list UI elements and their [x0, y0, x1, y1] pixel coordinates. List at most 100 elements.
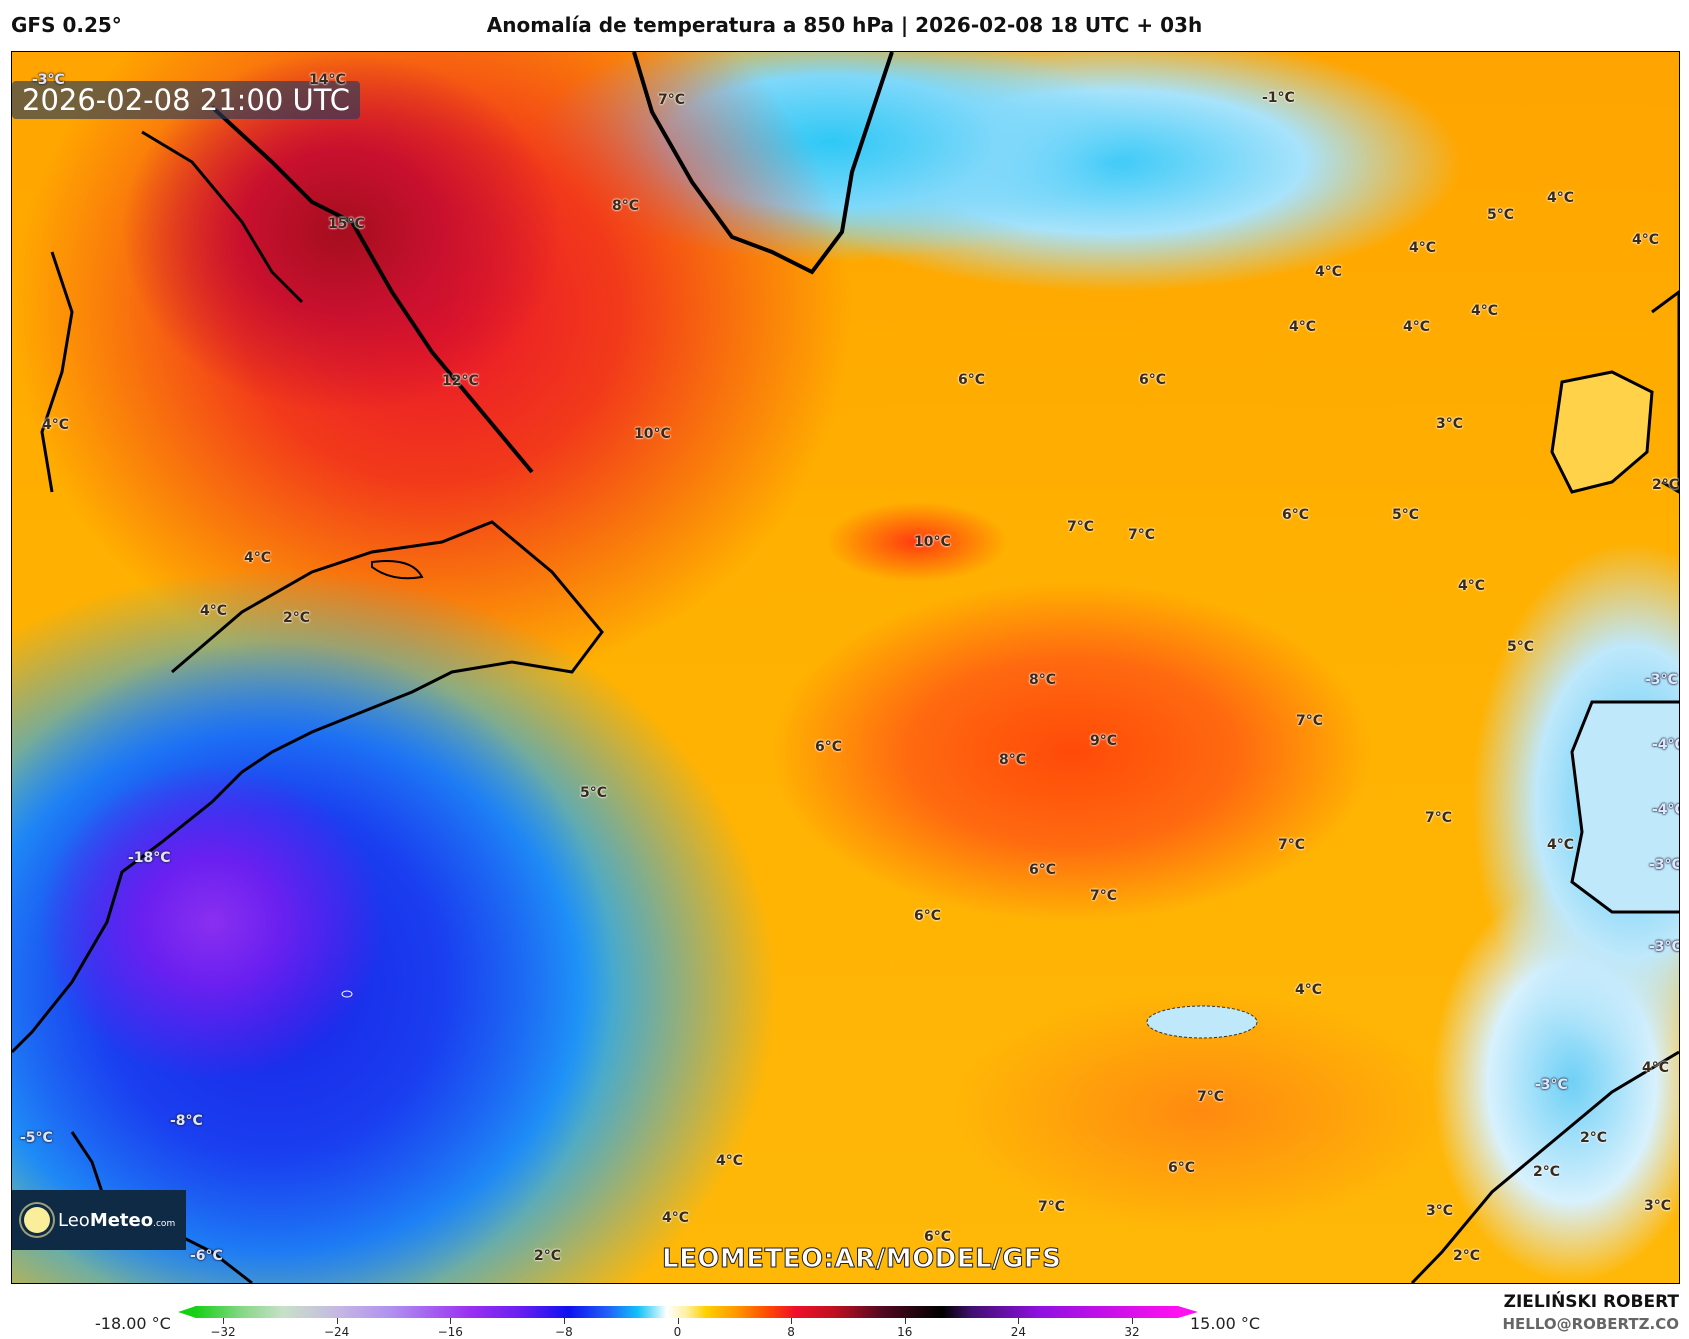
contour-label: 6°C	[815, 739, 843, 755]
contour-label: 2°C	[1580, 1130, 1608, 1146]
contour-label: 7°C	[1128, 527, 1156, 543]
contour-label: 7°C	[1197, 1089, 1225, 1105]
contour-label: 4°C	[1403, 319, 1431, 335]
contour-label: 5°C	[580, 785, 608, 801]
contour-label: 4°C	[1632, 232, 1660, 248]
contour-label: 3°C	[1436, 416, 1464, 432]
contour-label: 10°C	[914, 534, 951, 550]
contour-label: 4°C	[1458, 578, 1486, 594]
contour-label: 7°C	[1425, 810, 1453, 826]
contour-label: 10°C	[634, 426, 671, 442]
contour-label: -3°C	[1649, 939, 1680, 955]
contour-label: 5°C	[1487, 207, 1515, 223]
leometeo-logo: LeoMeteo.com	[12, 1190, 186, 1250]
coastline-outlines	[12, 52, 1679, 1283]
contour-label: -18°C	[128, 850, 171, 866]
contour-label: 6°C	[1168, 1160, 1196, 1176]
contour-label: 3°C	[1426, 1203, 1454, 1219]
contour-label: -3°C	[1535, 1077, 1568, 1093]
colorbar-tick-label: 0	[673, 1325, 682, 1339]
colorbar-tick	[450, 1318, 452, 1324]
colorbar-tick	[223, 1318, 224, 1324]
contour-label: 3°C	[1644, 1198, 1672, 1214]
colorbar	[195, 1306, 1178, 1318]
contour-label: 4°C	[244, 550, 272, 566]
source-watermark: LEOMETEO:AR/MODEL/GFS	[661, 1244, 1062, 1275]
contour-label: 8°C	[612, 198, 640, 214]
contour-label: 4°C	[1289, 319, 1317, 335]
colorbar-tick-label: −16	[437, 1325, 463, 1339]
colorbar-tick	[677, 1318, 679, 1324]
colorbar-max-label: 15.00 °C	[1190, 1314, 1261, 1333]
contour-label: 7°C	[1296, 713, 1324, 729]
colorbar-left-arrow	[178, 1306, 196, 1318]
contour-label: -3°C	[1645, 672, 1678, 688]
contour-label: 4°C	[1471, 303, 1499, 319]
contour-label: -8°C	[170, 1113, 203, 1129]
contour-label: 7°C	[1038, 1199, 1066, 1215]
colorbar-tick-label: −32	[210, 1325, 236, 1339]
colorbar-tick	[904, 1318, 906, 1324]
contour-label: 2°C	[1533, 1164, 1561, 1180]
contour-label: 4°C	[716, 1153, 744, 1169]
contour-label: 6°C	[1029, 862, 1057, 878]
contour-label: 7°C	[1278, 837, 1306, 853]
colorbar-tick-label: 8	[787, 1325, 795, 1339]
model-name: GFS 0.25°	[11, 13, 122, 37]
author-email: HELLO@ROBERTZ.CO	[1502, 1315, 1679, 1333]
contour-label: 4°C	[1642, 1060, 1670, 1076]
contour-label: 9°C	[1090, 733, 1118, 749]
contour-label: 12°C	[442, 373, 479, 389]
contour-label: 2°C	[283, 610, 311, 626]
contour-label: 4°C	[1409, 240, 1437, 256]
contour-label: 2°C	[534, 1248, 562, 1264]
contour-label: 4°C	[1547, 190, 1575, 206]
valid-time-label: 2026-02-08 21:00 UTC	[12, 81, 361, 119]
contour-label: 6°C	[958, 372, 986, 388]
contour-label: -6°C	[190, 1248, 223, 1264]
chart-title: Anomalía de temperatura a 850 hPa | 2026…	[486, 13, 1203, 37]
colorbar-right-arrow	[1178, 1306, 1198, 1318]
colorbar-tick-label: −24	[323, 1325, 350, 1339]
contour-label: -3°C	[1649, 857, 1680, 873]
colorbar-tick-label: 32	[1124, 1325, 1140, 1339]
logo-text: LeoMeteo.com	[58, 1209, 176, 1231]
contour-label: 5°C	[1507, 639, 1535, 655]
contour-label: 14°C	[309, 72, 346, 88]
contour-label: 8°C	[1029, 672, 1057, 688]
contour-label: 5°C	[1392, 507, 1420, 523]
contour-label: 7°C	[658, 92, 686, 108]
colorbar-tick	[1132, 1318, 1133, 1324]
contour-label: 2°C	[1652, 477, 1680, 493]
colorbar-tick	[1018, 1318, 1020, 1324]
colorbar-tick-label: 16	[897, 1325, 913, 1339]
contour-label: 7°C	[1067, 519, 1095, 535]
contour-label: 4°C	[662, 1210, 690, 1226]
colorbar-tick	[791, 1318, 793, 1324]
colorbar-tick	[563, 1318, 565, 1324]
contour-label: 6°C	[1139, 372, 1167, 388]
colorbar-tick-label: −8	[555, 1325, 573, 1339]
contour-label: 4°C	[1315, 264, 1343, 280]
author-name: ZIELIŃSKI ROBERT	[1503, 1292, 1679, 1312]
contour-label: -4°C	[1652, 802, 1679, 818]
sun-icon	[24, 1207, 50, 1233]
contour-label: 6°C	[924, 1229, 952, 1245]
contour-label: -1°C	[1262, 90, 1295, 106]
contour-label: 6°C	[914, 908, 942, 924]
contour-label: -5°C	[20, 1130, 53, 1146]
contour-label: 4°C	[1295, 982, 1323, 998]
contour-label: 15°C	[328, 216, 365, 232]
contour-label: 7°C	[1090, 888, 1118, 904]
contour-label: -3°C	[32, 72, 65, 88]
contour-label: 4°C	[200, 603, 228, 619]
contour-label: 4°C	[1547, 837, 1575, 853]
contour-label: -4°C	[1652, 737, 1679, 753]
contour-label: 2°C	[1453, 1248, 1481, 1264]
temperature-anomaly-map: 2026-02-08 21:00 UTC -3°C 14°C 7°C -1°C 15°C…	[11, 51, 1680, 1284]
colorbar-min-label: -18.00 °C	[95, 1314, 171, 1333]
contour-label: 6°C	[1282, 507, 1310, 523]
contour-label: 8°C	[999, 752, 1027, 768]
colorbar-tick	[336, 1318, 338, 1324]
colorbar-tick-label: 24	[1010, 1325, 1027, 1339]
